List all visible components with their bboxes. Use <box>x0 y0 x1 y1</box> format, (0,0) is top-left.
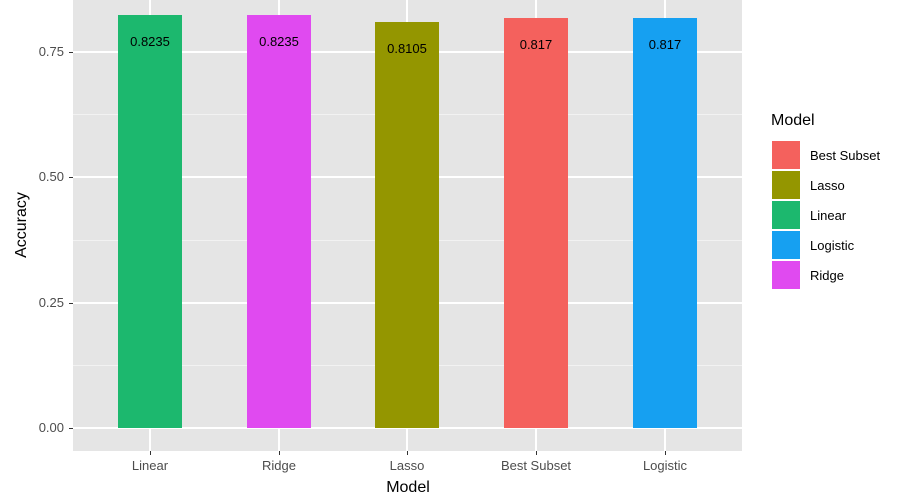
bar-lasso <box>375 21 439 428</box>
bar-value-label: 0.817 <box>519 37 553 53</box>
legend-label: Ridge <box>810 267 844 283</box>
legend-key <box>772 201 800 229</box>
y-tick-mark <box>69 302 73 304</box>
x-tick-mark <box>536 451 537 455</box>
legend-title: Model <box>771 112 815 129</box>
legend-label: Lasso <box>810 177 845 193</box>
x-axis-title: Model <box>386 479 430 496</box>
y-tick-label: 0.75 <box>38 44 64 60</box>
bar-ridge <box>247 15 311 428</box>
x-tick-label: Lasso <box>389 458 425 473</box>
y-tick-mark <box>69 52 73 54</box>
y-tick-label: 0.00 <box>38 420 64 435</box>
bar-linear <box>118 15 182 428</box>
legend-key <box>772 171 800 199</box>
plot-panel: 0.8235 0.8235 0.8105 0.817 0.817 <box>73 0 742 451</box>
x-tick-label: Logistic <box>642 458 688 473</box>
bar-value-label: 0.8235 <box>130 34 170 50</box>
x-tick-mark <box>665 451 666 455</box>
legend-item: Ridge <box>772 261 844 289</box>
x-tick-label: Ridge <box>262 458 296 473</box>
legend-key <box>772 141 800 169</box>
bar-value-label: 0.817 <box>648 37 682 53</box>
legend-item: Logistic <box>772 231 854 259</box>
bar-value-label: 0.8105 <box>387 40 427 56</box>
legend-item: Lasso <box>772 171 845 199</box>
y-tick-mark <box>69 177 73 179</box>
legend-label: Linear <box>810 207 847 223</box>
x-tick-mark <box>150 451 151 455</box>
y-tick-mark <box>69 428 73 429</box>
legend-key <box>772 261 800 289</box>
legend-label: Best Subset <box>810 147 881 163</box>
legend-item: Best Subset <box>772 141 880 169</box>
x-tick-label: Linear <box>131 458 169 473</box>
x-tick-mark <box>279 451 280 455</box>
bar-value-label: 0.8235 <box>259 34 299 50</box>
bar-best-subset <box>504 18 568 428</box>
legend-label: Logistic <box>810 237 855 253</box>
x-tick-mark <box>407 451 408 455</box>
legend-item: Linear <box>772 201 846 229</box>
legend-key <box>772 231 800 259</box>
y-axis-title: Accuracy <box>13 192 30 258</box>
y-tick-label: 0.50 <box>38 169 64 185</box>
x-tick-label: Best Subset <box>500 458 572 473</box>
bar-logistic <box>633 18 697 428</box>
y-tick-label: 0.25 <box>38 294 64 310</box>
